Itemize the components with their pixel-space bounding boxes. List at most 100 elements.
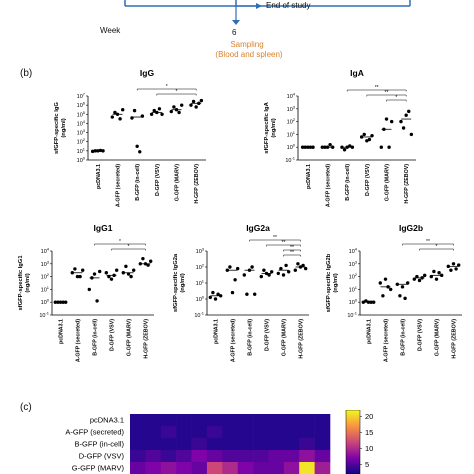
data-point: [423, 273, 427, 278]
heatmap-cell: [130, 414, 146, 427]
heatmap-cell: [268, 426, 285, 439]
data-point: [129, 274, 133, 279]
heatmap-cell: [130, 438, 146, 451]
data-point: [113, 110, 117, 115]
panel-b-label: (b): [20, 68, 33, 79]
x-tick-label: A-GFP (secreted): [116, 164, 122, 207]
y-tick-label: 103: [349, 259, 358, 268]
x-tick-label: G-GFP (MARV): [385, 164, 391, 201]
heatmap-cell: [314, 450, 331, 463]
data-point: [300, 145, 305, 149]
end-of-study-label: End of study: [266, 1, 311, 10]
heatmap-cell: [253, 414, 269, 427]
x-tick-label: B-GFP (in-cell): [248, 319, 254, 356]
heatmap-cell: [176, 462, 192, 474]
y-tick-label: 104: [287, 92, 296, 101]
data-point: [454, 267, 458, 271]
heatmap-cell: [145, 414, 162, 427]
y-axis-label: sfGFP-specific IgG2b(ng/ml): [326, 253, 339, 312]
data-point: [101, 149, 105, 153]
data-point: [267, 273, 271, 277]
sampling-sublabel: (Blood and spleen): [215, 50, 283, 59]
heatmap-cell: [160, 438, 177, 451]
data-point: [213, 297, 218, 301]
heatmap-cell: [206, 450, 223, 463]
data-point: [70, 271, 74, 275]
y-tick-label: 101: [196, 279, 205, 288]
data-point: [417, 278, 422, 283]
data-point: [399, 119, 403, 124]
heatmap-cell: [253, 438, 269, 451]
y-tick-label: 102: [41, 272, 50, 281]
data-point: [437, 271, 441, 275]
heatmap-cell: [237, 426, 254, 439]
data-point: [390, 119, 394, 124]
data-point: [304, 266, 308, 271]
data-point: [384, 117, 389, 121]
significance-label: **: [290, 245, 294, 251]
data-point: [404, 113, 408, 117]
data-point: [149, 112, 154, 116]
heatmap-cell: [283, 414, 300, 427]
data-point: [141, 256, 145, 261]
significance-label: **: [385, 90, 389, 96]
significance-label: *: [166, 84, 168, 90]
heatmap-cell: [222, 426, 238, 439]
data-point: [211, 290, 215, 295]
y-tick-label: 102: [287, 117, 296, 126]
data-point: [287, 270, 291, 274]
y-tick-label: 103: [77, 128, 86, 137]
data-point: [284, 263, 288, 268]
heatmap-cell: [222, 438, 238, 451]
data-point: [296, 262, 300, 266]
data-point: [281, 273, 286, 277]
data-point: [180, 103, 184, 107]
y-tick-label: 104: [349, 247, 358, 256]
heatmap-row-label: G-GFP (MARV): [72, 464, 125, 473]
y-tick-label: 102: [77, 137, 86, 146]
data-point: [365, 139, 369, 143]
data-point: [92, 272, 97, 276]
x-tick-label: H-GFP (ZEBOV): [404, 164, 410, 204]
data-point: [434, 277, 439, 281]
colorbar-tick-label: 20: [365, 412, 373, 421]
data-point: [87, 287, 92, 292]
data-point: [132, 108, 137, 113]
y-tick-label: 101: [41, 285, 50, 294]
y-tick-label: 101: [349, 285, 358, 294]
data-point: [78, 274, 82, 279]
data-point: [95, 299, 99, 303]
heatmap-cell: [130, 462, 146, 474]
data-point: [276, 271, 280, 276]
data-point: [361, 300, 365, 304]
data-point: [242, 273, 246, 277]
heatmap-cell: [237, 450, 254, 463]
data-point: [403, 296, 407, 301]
data-point: [250, 265, 254, 269]
y-tick-label: 100: [41, 298, 50, 307]
data-point: [378, 281, 382, 285]
x-tick-label: H-GFP (ZEBOV): [299, 319, 305, 359]
data-point: [109, 277, 114, 281]
x-tick-label: D-GFP (VSV): [110, 319, 116, 351]
x-tick-label: B-GFP (in-cell): [93, 319, 99, 356]
y-tick-label: 106: [77, 101, 86, 110]
heatmap-cell: [253, 450, 269, 463]
data-point: [177, 110, 181, 115]
data-point: [135, 144, 139, 148]
data-point: [245, 292, 249, 296]
x-tick-label: A-GFP (secreted): [76, 319, 82, 362]
data-point: [233, 278, 237, 282]
data-point: [253, 292, 257, 296]
data-point: [228, 265, 232, 269]
data-point: [132, 268, 136, 272]
data-point: [124, 264, 128, 269]
heatmap-cell: [237, 438, 254, 451]
heatmap-cell: [299, 462, 315, 474]
heatmap-panel: pcDNA3.1 A-GFP (secreted) B-GFP (in-cell) D…: [65, 410, 373, 474]
y-tick-label: 102: [349, 272, 358, 281]
heatmap-cell: [160, 462, 177, 474]
heatmap-cell: [206, 414, 223, 427]
heatmap-cell: [283, 426, 300, 439]
x-tick-label: D-GFP (VSV): [365, 164, 371, 196]
